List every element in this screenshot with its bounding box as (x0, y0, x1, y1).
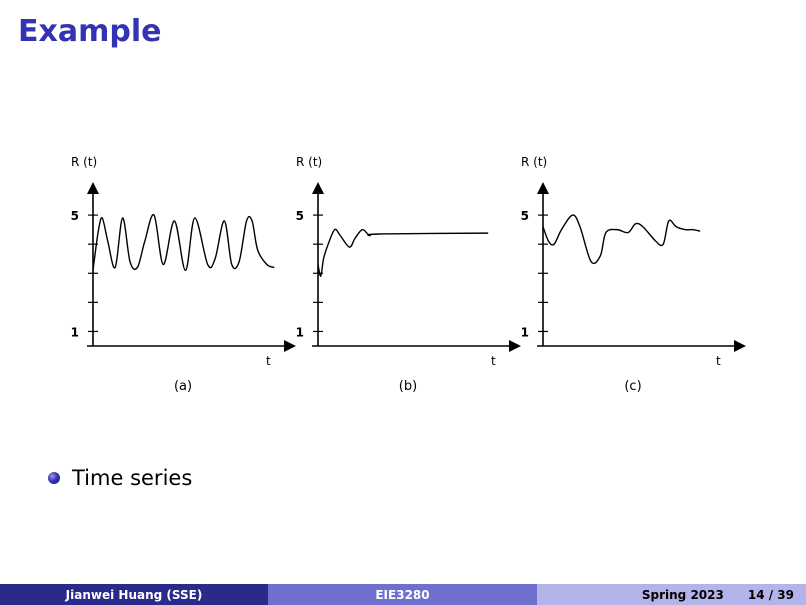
chart-1-caption: (b) (399, 379, 417, 394)
chart-1-series-line (317, 228, 489, 277)
chart-1-y-arrow (312, 182, 324, 194)
chart-0-series-line (92, 214, 275, 272)
footer-author: Jianwei Huang (SSE) (0, 584, 268, 605)
bullet-dot-icon (48, 472, 60, 484)
bullet-text: Time series (72, 466, 193, 490)
chart-0-y-label: R (t) (71, 155, 97, 169)
chart-0-y-arrow (87, 182, 99, 194)
chart-1-y-tick-label: 5 (296, 209, 304, 223)
footer-term: Spring 2023 (641, 587, 724, 602)
chart-0-x-label: t (266, 354, 271, 368)
footer-bar: Jianwei Huang (SSE) EIE3280 Spring 2023 … (0, 584, 806, 605)
bullet-item: Time series (48, 466, 192, 490)
footer-page-number: 14 / 39 (747, 587, 794, 602)
chart-0-x-arrow (284, 340, 296, 352)
chart-2-x-arrow (734, 340, 746, 352)
chart-1-x-label: t (491, 354, 496, 368)
slide-title: Example (18, 14, 162, 49)
chart-0-y-tick-label: 1 (71, 325, 79, 339)
chart-2-x-label: t (716, 354, 721, 368)
chart-2-y-tick-label: 5 (521, 209, 529, 223)
chart-1-y-label: R (t) (296, 155, 322, 169)
chart-2-y-arrow (537, 182, 549, 194)
chart-0-caption: (a) (174, 379, 192, 394)
chart-0-y-tick-label: 5 (71, 209, 79, 223)
chart-2-y-tick-label: 1 (521, 325, 529, 339)
bullet-list: Time series (48, 466, 192, 490)
chart-2-caption: (c) (624, 379, 641, 394)
chart-2-y-label: R (t) (521, 155, 547, 169)
chart-1-y-tick-label: 1 (296, 325, 304, 339)
chart-1-x-arrow (509, 340, 521, 352)
footer-course: EIE3280 (268, 584, 537, 605)
footer-right: Spring 2023 14 / 39 (537, 584, 806, 605)
chart-2-series-line (542, 214, 701, 265)
